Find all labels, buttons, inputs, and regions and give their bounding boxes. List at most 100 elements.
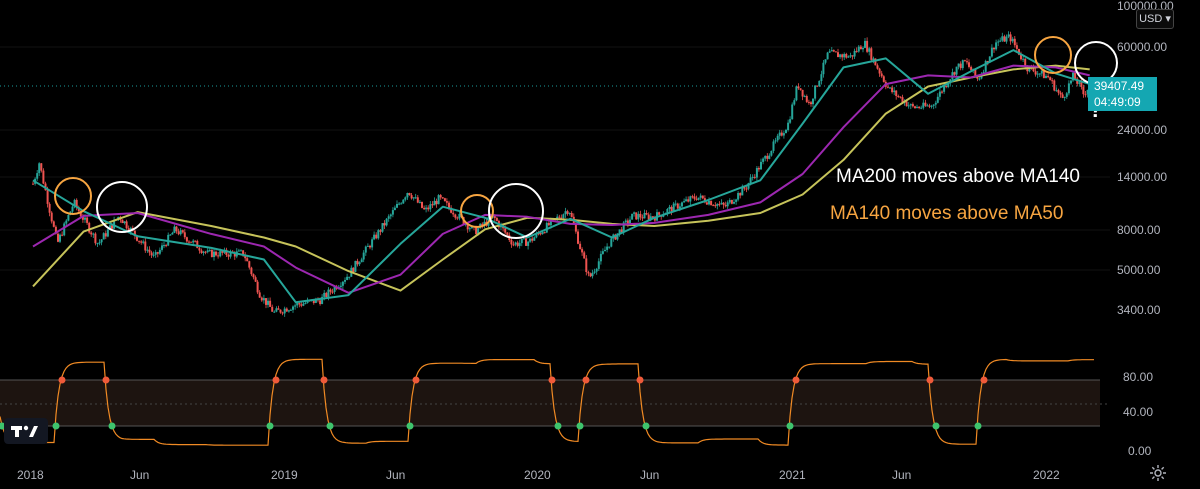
settings-gear-icon[interactable] xyxy=(1149,464,1167,482)
candle-body xyxy=(733,202,735,204)
candle-body xyxy=(258,292,261,298)
candle-body xyxy=(785,130,787,134)
candle-body xyxy=(425,207,428,210)
candle-body xyxy=(537,233,540,235)
candle-body xyxy=(834,51,837,53)
candle-body xyxy=(591,272,594,277)
candle-body xyxy=(391,210,394,215)
candle-body xyxy=(1011,38,1014,42)
candle-body xyxy=(658,212,661,215)
candle-body xyxy=(302,303,305,306)
candle-body xyxy=(104,233,107,237)
candle-body xyxy=(708,200,710,205)
candle-body xyxy=(113,219,116,229)
candle-body xyxy=(681,202,683,207)
candle-body xyxy=(312,299,315,303)
candle-body xyxy=(947,83,950,87)
candle-body xyxy=(963,60,966,62)
tradingview-logo-icon[interactable] xyxy=(4,418,48,444)
candle-body xyxy=(221,251,224,253)
candle-body xyxy=(730,200,733,204)
candle-body xyxy=(616,233,619,240)
candle-body xyxy=(766,155,769,159)
candle-body xyxy=(142,241,145,243)
candle-body xyxy=(493,215,496,218)
candle-body xyxy=(859,46,862,50)
annotation-ma200-ma140: MA200 moves above MA140 xyxy=(836,166,1080,187)
candle-body xyxy=(882,76,885,82)
candle-body xyxy=(1086,90,1089,95)
candle-body xyxy=(566,211,569,214)
candle-body xyxy=(237,250,240,252)
candle-body xyxy=(402,199,405,204)
oscillator-line xyxy=(0,358,1094,446)
candle-body xyxy=(943,85,946,92)
candle-body xyxy=(250,267,253,275)
candle-body xyxy=(934,102,937,105)
candle-body xyxy=(148,249,151,253)
candle-body xyxy=(1067,83,1070,94)
candle-body xyxy=(851,55,854,57)
candle-body xyxy=(1038,73,1041,75)
candle-body xyxy=(760,161,762,170)
candle-body xyxy=(799,88,802,90)
candle-body xyxy=(1034,71,1037,75)
oscillator-buy-dot xyxy=(932,422,940,430)
candle-body xyxy=(252,274,255,278)
candle-body xyxy=(229,251,232,257)
candle-body xyxy=(100,239,103,243)
candle-body xyxy=(916,106,918,108)
candle-body xyxy=(701,195,704,199)
candle-body xyxy=(843,54,846,58)
candle-body xyxy=(564,211,567,215)
candle-body xyxy=(38,163,41,174)
candle-body xyxy=(666,209,669,214)
candle-body xyxy=(65,220,68,224)
oscillator-sell-dot xyxy=(792,376,800,384)
candle-body xyxy=(208,249,211,251)
candle-body xyxy=(202,251,205,253)
candle-body xyxy=(620,229,623,233)
candle-body xyxy=(379,230,382,232)
candle-body xyxy=(1080,82,1083,87)
candle-body xyxy=(624,220,627,223)
candle-body xyxy=(674,203,677,205)
candle-body xyxy=(968,62,970,67)
candle-body xyxy=(599,253,602,262)
candle-body xyxy=(441,197,444,199)
candle-body xyxy=(414,197,417,199)
candle-body xyxy=(423,207,426,210)
candle-body xyxy=(581,249,584,253)
candle-body xyxy=(789,119,792,123)
time-label: Jun xyxy=(640,468,659,482)
candle-body xyxy=(593,271,596,273)
candle-body xyxy=(475,227,478,235)
candle-body xyxy=(543,232,546,234)
candle-body xyxy=(735,199,738,202)
candle-body xyxy=(40,163,43,171)
candle-body xyxy=(589,273,592,277)
candle-body xyxy=(525,238,527,246)
candle-body xyxy=(331,291,334,293)
candle-body xyxy=(1084,94,1087,96)
candle-body xyxy=(146,249,149,251)
candle-body xyxy=(795,86,798,101)
candle-body xyxy=(1015,45,1018,49)
candle-body xyxy=(822,62,825,75)
candle-body xyxy=(1070,80,1072,84)
candle-body xyxy=(271,306,274,312)
currency-selector[interactable]: USD ▾ xyxy=(1136,9,1174,29)
oscillator-buy-dot xyxy=(406,422,414,430)
candle-body xyxy=(920,107,923,109)
ma140-line xyxy=(32,64,1090,294)
candle-body xyxy=(450,207,453,213)
candle-body xyxy=(371,239,374,248)
candle-body xyxy=(300,304,303,306)
candle-body xyxy=(495,218,498,221)
candle-body xyxy=(849,55,852,57)
candle-body xyxy=(922,102,925,108)
candle-body xyxy=(855,50,858,52)
candle-body xyxy=(1036,73,1039,75)
candle-body xyxy=(360,259,363,263)
